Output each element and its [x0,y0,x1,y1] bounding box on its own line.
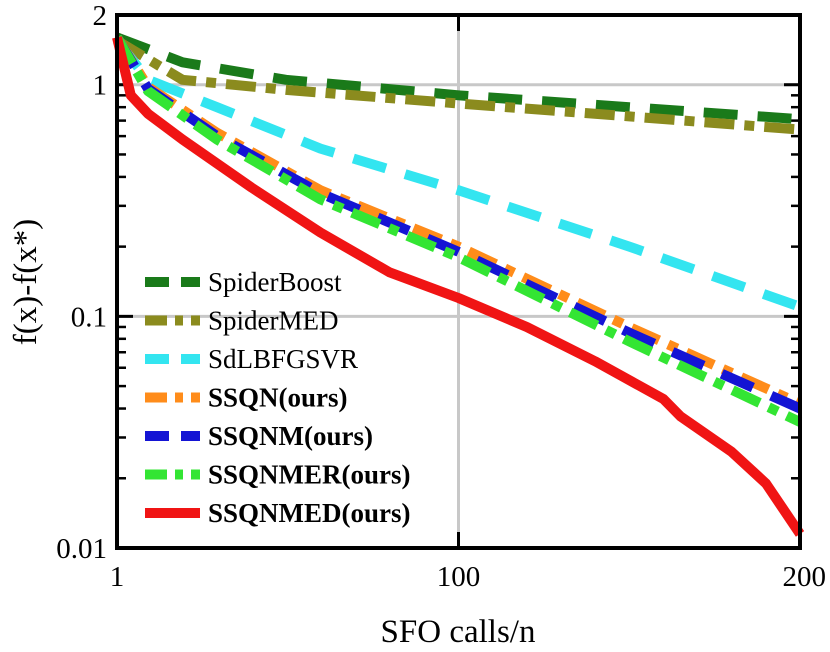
y-axis-title: f(x)-f(x*) [8,219,44,345]
legend: SpiderBoost SpiderMED SdLBFGSVR SSQN(ours) S… [145,267,411,528]
x-tick-label: 100 [437,561,481,593]
series-lines [112,32,805,537]
x-axis-title: SFO calls/n [381,614,536,650]
tick-labels: 0.01 0.1 1 2 1 100 200 [56,0,826,593]
x-tick-label: 1 [110,561,125,593]
series-line-spiderboost [115,32,801,125]
legend-label: SpiderBoost [208,267,342,297]
legend-label: SSQNMED(ours) [208,498,411,528]
legend-label: SpiderMED [208,306,339,336]
series-line-spidermed [114,36,801,135]
series-line-ssqnmer-ours [112,34,803,427]
series-line-ssqnmed-ours [112,36,805,537]
legend-label: SdLBFGSVR [208,344,358,374]
y-tick-label: 0.1 [71,301,107,333]
y-tick-label: 0.01 [56,533,107,565]
legend-label: SSQN(ours) [208,383,348,413]
series-line-ssqn-ours [112,34,803,409]
y-tick-label: 2 [93,0,108,32]
legend-label: SSQNMER(ours) [208,460,411,490]
series-line-sdlbfgsvr [113,37,802,312]
plot-frame [115,13,802,550]
y-tick-label: 1 [93,70,108,102]
x-tick-label: 200 [783,561,827,593]
legend-label: SSQNM(ours) [208,421,373,451]
